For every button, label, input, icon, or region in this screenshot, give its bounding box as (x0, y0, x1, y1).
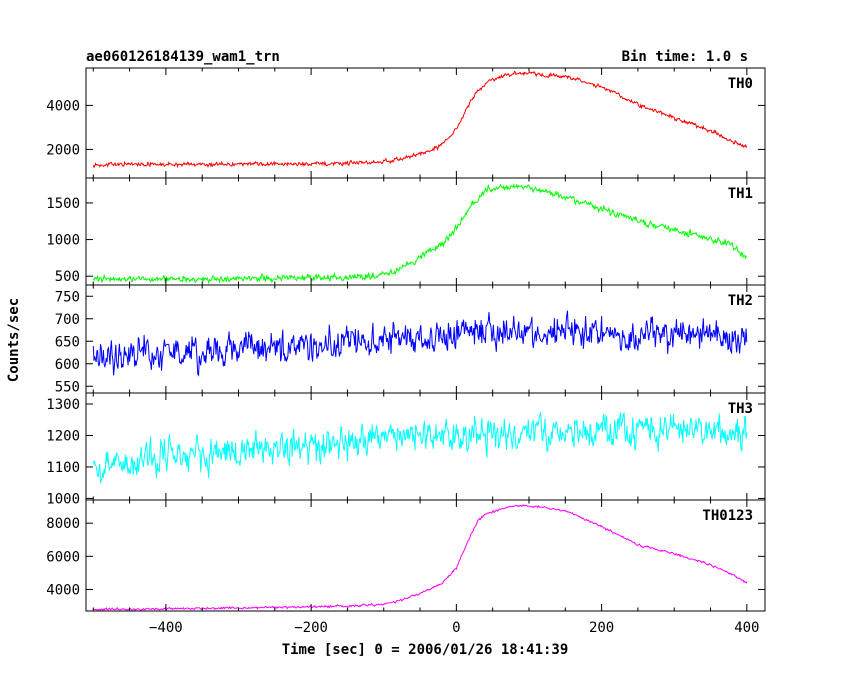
series-line-th0123 (93, 504, 748, 611)
panel-frame (85, 499, 766, 612)
y-tick-label: 2000 (46, 142, 80, 158)
x-tick-label: −400 (149, 620, 183, 636)
y-tick-label: 500 (55, 269, 80, 285)
y-tick-label: 700 (55, 312, 80, 328)
y-tick-label: 4000 (46, 98, 80, 114)
panel-th1: 500 1000 1500 TH1 (46, 177, 766, 286)
panel-label-th0: TH0 (728, 76, 753, 92)
series-line-th3 (92, 411, 748, 483)
series-line-th2 (92, 310, 748, 377)
y-tick-label: 1500 (46, 196, 80, 212)
panels-group: 2000 4000 TH0 500 1000 1500 TH1 550 600 650 700 750… (46, 67, 766, 612)
y-tick-label: 550 (55, 379, 80, 395)
y-tick-label: 1200 (46, 428, 80, 444)
x-axis-label: Time [sec] 0 = 2006/01/26 18:41:39 (282, 642, 569, 658)
panel-th0123: 4000 6000 8000 TH0123 (46, 499, 766, 612)
panel-label-th1: TH1 (728, 186, 753, 202)
panel-th2: 550 600 650 700 750 TH2 (55, 284, 766, 395)
y-tick-label: 6000 (46, 549, 80, 565)
series-line-th0 (92, 70, 748, 169)
panel-th3: 1000 1100 1200 1300 TH3 (46, 392, 766, 507)
y-axis-label: Counts/sec (6, 298, 22, 382)
bin-time-label: Bin time: 1.0 s (622, 49, 748, 65)
panel-frame (85, 177, 766, 286)
series-line-th1 (92, 182, 747, 285)
panel-label-th2: TH2 (728, 293, 753, 309)
panel-th0: 2000 4000 TH0 (46, 67, 766, 179)
y-tick-label: 4000 (46, 582, 80, 598)
y-tick-label: 1000 (46, 233, 80, 249)
x-tick-label: −200 (294, 620, 328, 636)
x-tick-labels: −400 −200 0 200 400 (149, 620, 759, 636)
y-tick-label: 1000 (46, 491, 80, 507)
y-tick-label: 650 (55, 334, 80, 350)
x-tick-label: 400 (734, 620, 759, 636)
panel-frame (85, 67, 766, 179)
x-tick-label: 200 (589, 620, 614, 636)
y-tick-label: 8000 (46, 516, 80, 532)
y-tick-label: 1100 (46, 460, 80, 476)
y-tick-label: 750 (55, 289, 80, 305)
y-tick-label: 1300 (46, 397, 80, 413)
chart-title: ae060126184139_wam1_trn (86, 49, 280, 65)
y-tick-label: 600 (55, 357, 80, 373)
panel-label-th0123: TH0123 (702, 508, 753, 524)
x-tick-label: 0 (452, 620, 460, 636)
panel-label-th3: TH3 (728, 401, 753, 417)
